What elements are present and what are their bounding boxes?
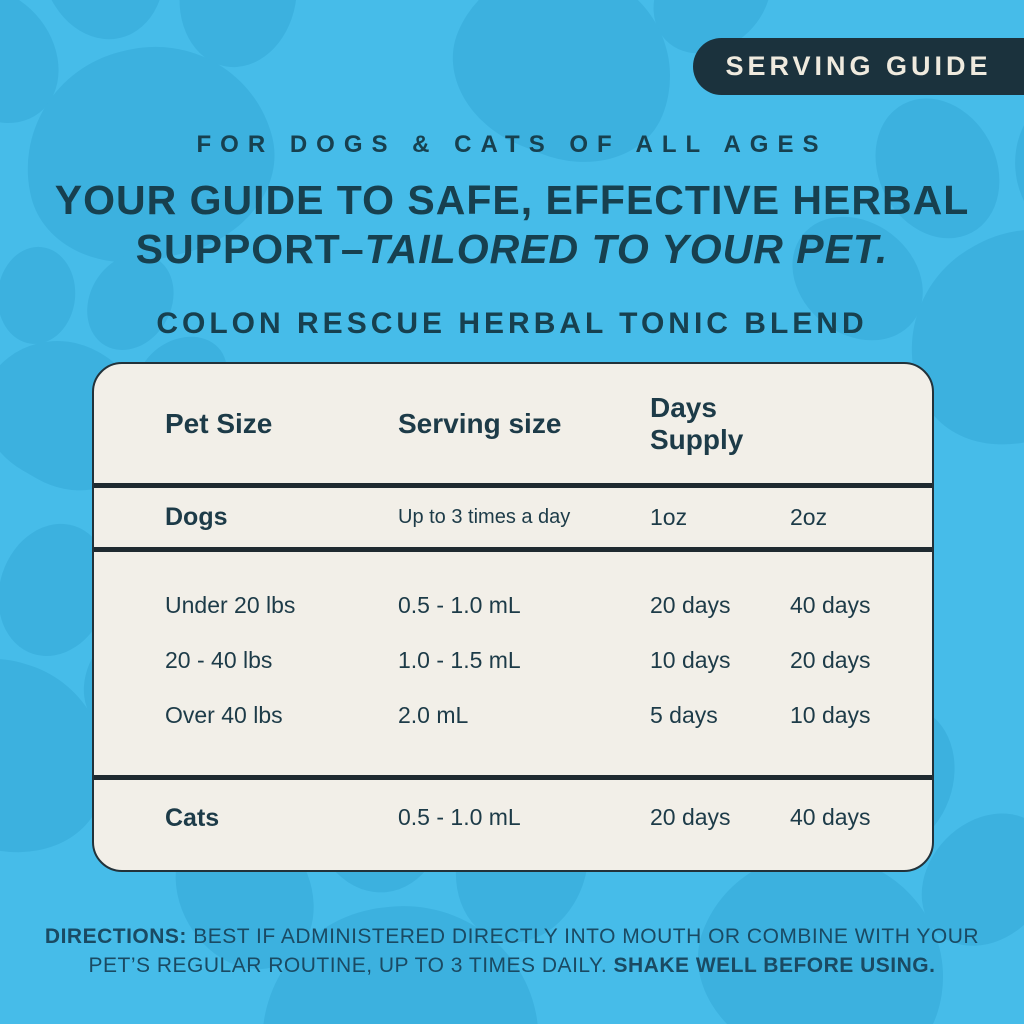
supply-2oz-value: 20 days bbox=[790, 647, 871, 673]
serving-value: 1.0 - 1.5 mL bbox=[398, 647, 521, 673]
supply-1oz-value: 10 days bbox=[650, 647, 731, 673]
supply-2oz-value: 40 days bbox=[790, 592, 871, 618]
product-name: COLON RESCUE HERBAL TONIC BLEND bbox=[156, 307, 868, 340]
dogs-serving-frequency: Up to 3 times a day bbox=[398, 506, 571, 528]
dogs-label: Dogs bbox=[165, 503, 228, 531]
cats-label: Cats bbox=[165, 804, 220, 832]
column-header-pet-size: Pet Size bbox=[165, 407, 273, 439]
serving-value: 0.5 - 1.0 mL bbox=[398, 592, 521, 618]
size-label: Over 40 lbs bbox=[165, 702, 283, 728]
table-row-under-20-lbs: Under 20 lbs 0.5 - 1.0 mL 20 days 40 day… bbox=[94, 578, 932, 633]
cats-serving-value: 0.5 - 1.0 mL bbox=[398, 804, 521, 830]
dogs-supply-2oz: 2oz bbox=[790, 504, 828, 530]
dog-sizes-group: Under 20 lbs 0.5 - 1.0 mL 20 days 40 day… bbox=[94, 552, 932, 775]
cats-supply-2oz-value: 40 days bbox=[790, 804, 871, 830]
main-title-line1: YOUR GUIDE TO SAFE, EFFECTIVE HERBAL bbox=[54, 177, 970, 223]
main-title-line2-upright: SUPPORT– bbox=[135, 226, 365, 272]
table-row-dogs: Dogs Up to 3 times a day 1oz 2oz bbox=[94, 488, 932, 547]
table-divider bbox=[94, 775, 932, 780]
dogs-supply-1oz: 1oz bbox=[650, 504, 688, 530]
main-title-line2-italic: TAILORED TO YOUR PET. bbox=[364, 226, 889, 272]
supply-1oz-value: 5 days bbox=[650, 702, 718, 728]
table-row-cats: Cats 0.5 - 1.0 mL 20 days 40 days bbox=[94, 780, 932, 870]
main-title: YOUR GUIDE TO SAFE, EFFECTIVE HERBAL SUP… bbox=[0, 176, 1024, 274]
directions-body: BEST IF ADMINISTERED DIRECTLY INTO MOUTH… bbox=[88, 925, 980, 977]
directions-emphasis: SHAKE WELL BEFORE USING. bbox=[613, 954, 936, 977]
serving-table-card: Pet Size Serving size Days Supply Dogs U… bbox=[92, 362, 934, 872]
table-header-row: Pet Size Serving size Days Supply bbox=[94, 364, 932, 483]
directions-text: DIRECTIONS: BEST IF ADMINISTERED DIRECTL… bbox=[28, 922, 996, 980]
size-label: Under 20 lbs bbox=[165, 592, 296, 618]
supply-2oz-value: 10 days bbox=[790, 702, 871, 728]
cats-supply-1oz-value: 20 days bbox=[650, 804, 731, 830]
size-label: 20 - 40 lbs bbox=[165, 647, 273, 673]
serving-guide-badge-label: SERVING GUIDE bbox=[725, 51, 992, 81]
directions-label: DIRECTIONS: bbox=[44, 925, 187, 948]
table-divider bbox=[94, 547, 932, 552]
table-divider bbox=[94, 483, 932, 488]
serving-value: 2.0 mL bbox=[398, 702, 469, 728]
serving-guide-badge: SERVING GUIDE bbox=[693, 38, 1024, 95]
table-row-20-40-lbs: 20 - 40 lbs 1.0 - 1.5 mL 10 days 20 days bbox=[94, 633, 932, 688]
supply-1oz-value: 20 days bbox=[650, 592, 731, 618]
column-header-days-supply: Days Supply bbox=[650, 391, 744, 455]
eyebrow-text: FOR DOGS & CATS OF ALL AGES bbox=[196, 131, 828, 158]
table-row-over-40-lbs: Over 40 lbs 2.0 mL 5 days 10 days bbox=[94, 688, 932, 743]
column-header-serving-size: Serving size bbox=[398, 407, 562, 439]
